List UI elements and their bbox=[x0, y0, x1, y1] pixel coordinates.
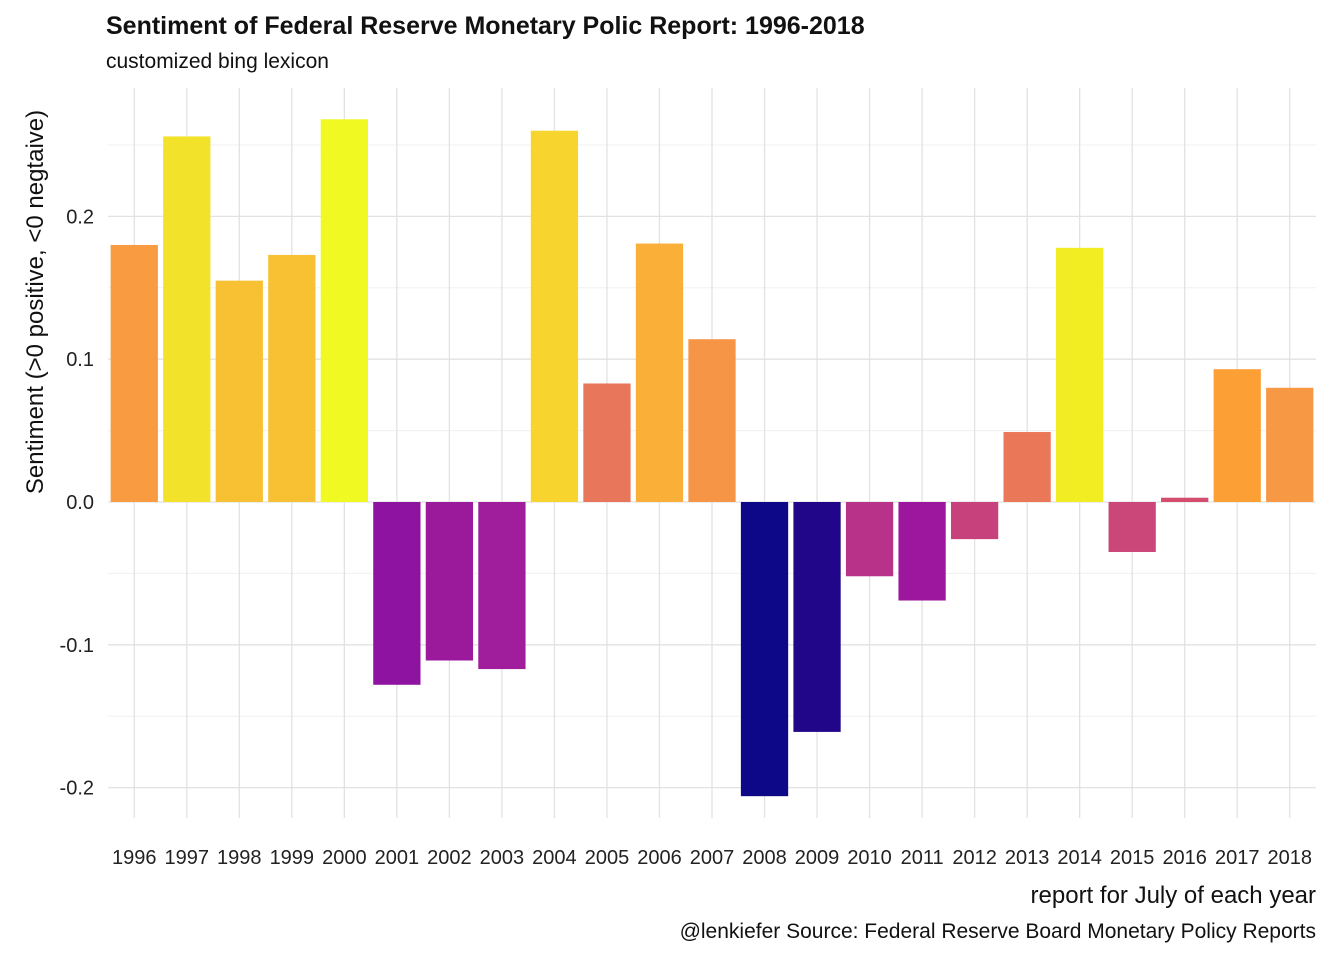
x-tick-label: 2004 bbox=[532, 847, 577, 869]
bar-1996 bbox=[110, 244, 158, 502]
x-tick-label: 2000 bbox=[322, 847, 367, 869]
bar-2004 bbox=[530, 130, 579, 502]
x-tick-label: 1999 bbox=[270, 847, 315, 869]
bar-2017 bbox=[1213, 369, 1261, 502]
y-tick-labels: -0.2 -0.1 0.0 0.1 0.2 bbox=[60, 206, 94, 799]
chart-subtitle: customized bing lexicon bbox=[106, 50, 329, 73]
x-tick-labels: 1996 1997 1998 1999 2000 2001 2002 2003 2004 2005… bbox=[112, 847, 1312, 869]
bar-2007 bbox=[688, 339, 736, 502]
y-tick-label: -0.1 bbox=[60, 635, 94, 657]
x-tick-label: 2016 bbox=[1162, 847, 1207, 869]
bar-2002 bbox=[425, 502, 474, 661]
y-tick-label: 0.1 bbox=[66, 349, 94, 371]
bar-2016 bbox=[1161, 497, 1209, 502]
y-axis-title: Sentiment (>0 positive, <0 negtaive) bbox=[22, 110, 49, 494]
x-tick-label: 2010 bbox=[847, 847, 892, 869]
x-tick-label: 2007 bbox=[690, 847, 735, 869]
x-tick-label: 1997 bbox=[165, 847, 210, 869]
bar-2005 bbox=[583, 383, 631, 502]
x-tick-label: 2003 bbox=[480, 847, 525, 869]
x-tick-label: 2017 bbox=[1215, 847, 1260, 869]
bar-2006 bbox=[635, 243, 684, 503]
bar-2018 bbox=[1266, 387, 1314, 502]
x-tick-label: 2008 bbox=[742, 847, 787, 869]
x-tick-label: 2014 bbox=[1057, 847, 1102, 869]
x-tick-label: 2011 bbox=[901, 847, 944, 869]
y-tick-label: 0.2 bbox=[66, 206, 94, 228]
x-axis-title: report for July of each year bbox=[1031, 882, 1316, 909]
bar-2003 bbox=[478, 502, 526, 670]
x-tick-label: 2006 bbox=[637, 847, 682, 869]
x-tick-label: 2013 bbox=[1005, 847, 1050, 869]
chart-caption: @lenkiefer Source: Federal Reserve Board… bbox=[679, 920, 1316, 943]
x-tick-label: 1998 bbox=[217, 847, 262, 869]
x-tick-label: 2015 bbox=[1110, 847, 1155, 869]
x-tick-label: 2001 bbox=[375, 847, 420, 869]
bar-2010 bbox=[845, 502, 894, 577]
y-tick-label: -0.2 bbox=[60, 778, 94, 800]
bar-2012 bbox=[950, 502, 999, 540]
chart-title: Sentiment of Federal Reserve Monetary Po… bbox=[106, 12, 865, 40]
x-tick-label: 1996 bbox=[112, 847, 157, 869]
bar-2011 bbox=[898, 502, 946, 601]
bar-1999 bbox=[268, 254, 316, 502]
x-tick-label: 2009 bbox=[795, 847, 840, 869]
bar-2008 bbox=[740, 502, 789, 797]
y-tick-label: 0.0 bbox=[66, 492, 94, 514]
bar-2013 bbox=[1003, 432, 1051, 502]
bar-1997 bbox=[163, 136, 211, 502]
x-tick-label: 2018 bbox=[1267, 847, 1312, 869]
bar-2015 bbox=[1108, 502, 1156, 552]
x-tick-label: 2002 bbox=[427, 847, 472, 869]
bars bbox=[110, 119, 1314, 797]
bar-2014 bbox=[1056, 247, 1104, 502]
x-tick-label: 2005 bbox=[585, 847, 630, 869]
bar-2001 bbox=[373, 502, 421, 685]
x-tick-label: 2012 bbox=[952, 847, 997, 869]
bar-2000 bbox=[320, 119, 368, 503]
bar-2009 bbox=[793, 502, 841, 732]
bar-1998 bbox=[215, 280, 263, 502]
